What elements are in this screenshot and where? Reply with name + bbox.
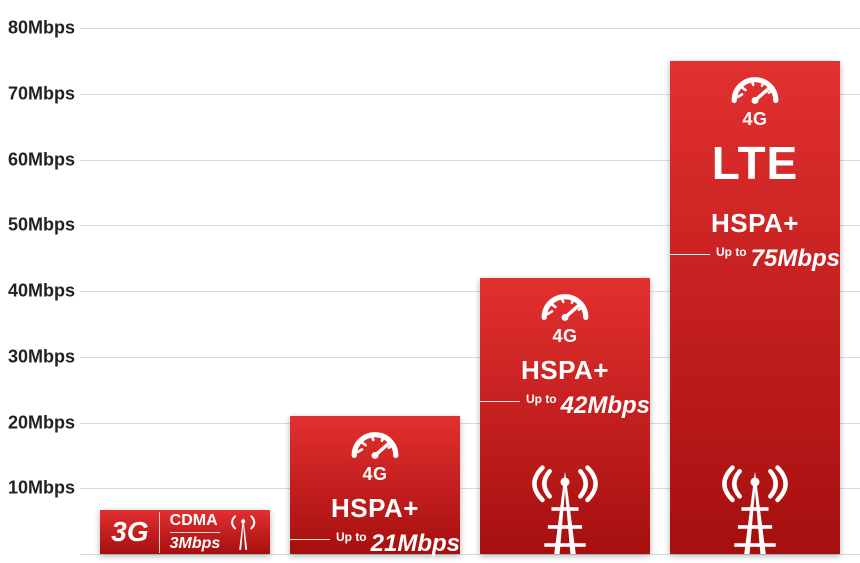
speed-row: Up to 21Mbps bbox=[290, 530, 460, 558]
generation-label: 4G bbox=[290, 464, 460, 485]
y-axis-label: 60Mbps bbox=[8, 149, 73, 170]
upto-prefix: Up to bbox=[336, 530, 367, 544]
speedometer-icon bbox=[539, 288, 591, 324]
speedometer-icon bbox=[729, 71, 781, 107]
bar-hspaplus: 4G LTE HSPA+ Up to 75Mbps bbox=[670, 61, 840, 554]
speed-row: Up to 75Mbps bbox=[670, 245, 840, 273]
speed-bar-chart: 80Mbps 70Mbps 60Mbps 50Mbps 40Mbps 30Mbps 20Mb… bbox=[0, 0, 860, 560]
speed-row: Up to 42Mbps bbox=[480, 392, 650, 420]
technology-label: CDMA bbox=[170, 512, 221, 530]
y-axis-label: 30Mbps bbox=[8, 346, 73, 367]
technology-label: HSPA+ bbox=[290, 493, 460, 524]
upto-prefix: Up to bbox=[526, 392, 557, 406]
bar-hspaplus: 4G HSPA+ Up to 42Mbps bbox=[480, 278, 650, 554]
generation-label: 4G bbox=[670, 109, 840, 130]
y-axis-label: 50Mbps bbox=[8, 215, 73, 236]
y-axis-label: 70Mbps bbox=[8, 83, 73, 104]
technology-label: HSPA+ bbox=[480, 355, 650, 386]
y-axis-label: 80Mbps bbox=[8, 18, 73, 39]
technology-label: HSPA+ bbox=[670, 208, 840, 239]
radio-tower-icon bbox=[228, 513, 258, 551]
gridline bbox=[80, 28, 860, 29]
speedometer-icon bbox=[349, 426, 401, 462]
speed-label: 75Mbps bbox=[751, 245, 840, 273]
bar-cdma: 3G CDMA 3Mbps bbox=[100, 510, 270, 554]
upto-prefix: Up to bbox=[716, 245, 747, 259]
radio-tower-icon bbox=[715, 464, 796, 554]
speed-label: 21Mbps bbox=[371, 530, 460, 558]
radio-tower-icon bbox=[525, 464, 606, 554]
speed-label: 42Mbps bbox=[561, 392, 650, 420]
generation-label: 4G bbox=[480, 326, 650, 347]
generation-label: 3G bbox=[111, 516, 148, 548]
y-axis-label: 40Mbps bbox=[8, 281, 73, 302]
bar-hspaplus: 4GHSPA+ Up to 21Mbps bbox=[290, 416, 460, 554]
bar-detail: CDMA 3Mbps bbox=[159, 512, 221, 553]
speed-label: 3Mbps bbox=[170, 532, 221, 553]
gridline bbox=[80, 554, 860, 555]
lte-label: LTE bbox=[670, 136, 840, 190]
y-axis-label: 10Mbps bbox=[8, 478, 73, 499]
y-axis-label: 20Mbps bbox=[8, 412, 73, 433]
